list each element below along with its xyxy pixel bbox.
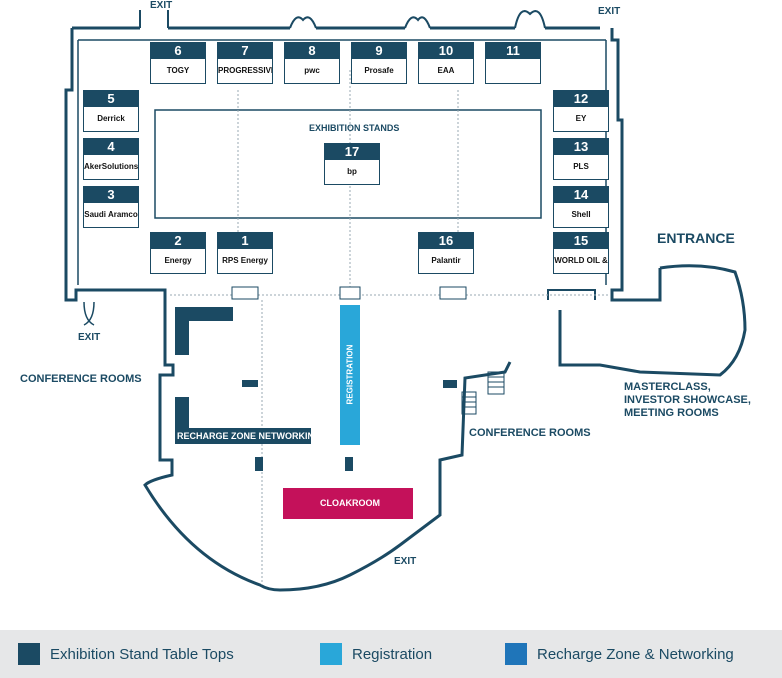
legend-item-recharge: Recharge Zone & Networking [505,643,734,665]
stand-number: 16 [419,233,473,249]
table-top [175,397,189,435]
legend-swatch [18,643,40,665]
legend-swatch [320,643,342,665]
stand-number: 11 [486,43,540,59]
table-top [242,380,258,387]
stand-number: 1 [218,233,272,249]
stand-number: 14 [554,187,608,203]
masterclass-label-3: MEETING ROOMS [624,407,719,419]
stand-number: 12 [554,91,608,107]
stand-logo: Derrick [97,114,125,123]
floor-plan-walls [64,10,747,592]
stand-logo: AkerSolutions [84,162,138,171]
recharge-zone-box [175,428,311,444]
registration-desk [340,305,360,445]
table-top [255,457,263,471]
legend-label: Exhibition Stand Table Tops [50,645,234,663]
legend-item-table-tops: Exhibition Stand Table Tops [18,643,234,665]
floor-plan: EXIT EXIT EXIT EXIT EXHIBITION STANDS EN… [20,0,751,592]
stand-4[interactable]: 4 AkerSolutions [83,138,139,180]
stand-logo: Shell [571,210,591,219]
stand-2[interactable]: 2 Energy [150,232,206,274]
stand-logo: bp [347,167,357,176]
conference-rooms-right-label: CONFERENCE ROOMS [469,427,591,439]
entrance-label: ENTRANCE [657,230,735,246]
stand-5[interactable]: 5 Derrick [83,90,139,132]
stand-logo: EY [575,114,587,123]
legend-label: Recharge Zone & Networking [537,645,734,663]
stand-13[interactable]: 13 PLS [553,138,609,180]
stand-number: 8 [285,43,339,59]
exit-label-top-left: EXIT [150,0,173,11]
map-legend: Exhibition Stand Table Tops Registration… [0,630,782,678]
stand-number: 13 [554,139,608,155]
stand-number: 15 [554,233,608,249]
stand-logo: pwc [304,66,320,75]
exit-label-top-right: EXIT [598,6,621,17]
stand-logo [486,59,540,83]
registration-label: REGISTRATION [345,344,355,405]
stand-9[interactable]: 9 Prosafe [351,42,407,84]
stand-logo: PROGRESSIVE [218,66,272,75]
stand-logo: WORLD OIL & GAS WEEK [554,256,608,265]
stand-number: 5 [84,91,138,107]
stand-number: 17 [325,144,379,160]
table-top [175,307,233,321]
stand-logo: Prosafe [364,66,394,75]
stand-8[interactable]: 8 pwc [284,42,340,84]
stand-7[interactable]: 7 PROGRESSIVE [217,42,273,84]
legend-swatch [505,643,527,665]
stand-logo: Energy [164,256,192,265]
stand-number: 7 [218,43,272,59]
stand-3[interactable]: 3 Saudi Aramco [83,186,139,228]
legend-item-registration: Registration [320,643,432,665]
stand-12[interactable]: 12 EY [553,90,609,132]
table-top [345,457,353,471]
stand-15[interactable]: 15 WORLD OIL & GAS WEEK [553,232,609,274]
stand-logo: Saudi Aramco [84,210,138,219]
exhibition-stands-label: EXHIBITION STANDS [309,123,400,133]
stand-number: 6 [151,43,205,59]
stand-number: 2 [151,233,205,249]
masterclass-label-2: INVESTOR SHOWCASE, [624,394,751,406]
stand-logo: RPS Energy [222,256,268,265]
stand-16[interactable]: 16 Palantir [418,232,474,274]
cloakroom [283,488,413,519]
stand-1[interactable]: 1 RPS Energy [217,232,273,274]
masterclass-label-1: MASTERCLASS, [624,381,711,393]
recharge-zone-label: RECHARGE ZONE NETWORKING [177,431,321,441]
stand-17[interactable]: 17 bp [324,143,380,185]
stand-number: 3 [84,187,138,203]
cloakroom-label: CLOAKROOM [320,498,380,508]
table-top [175,307,189,355]
exit-label-bottom: EXIT [394,556,417,567]
stand-6[interactable]: 6 TOGY [150,42,206,84]
stand-14[interactable]: 14 Shell [553,186,609,228]
stand-11[interactable]: 11 [485,42,541,84]
table-top [443,380,457,388]
stand-number: 4 [84,139,138,155]
stand-logo: EAA [437,66,455,75]
legend-label: Registration [352,645,433,663]
stand-number: 10 [419,43,473,59]
exit-label-left: EXIT [78,332,101,343]
stand-logo: PLS [573,162,589,171]
stand-logo: TOGY [166,66,190,75]
stand-10[interactable]: 10 EAA [418,42,474,84]
stand-number: 9 [352,43,406,59]
stand-logo: Palantir [431,256,461,265]
conference-rooms-left-label: CONFERENCE ROOMS [20,373,142,385]
